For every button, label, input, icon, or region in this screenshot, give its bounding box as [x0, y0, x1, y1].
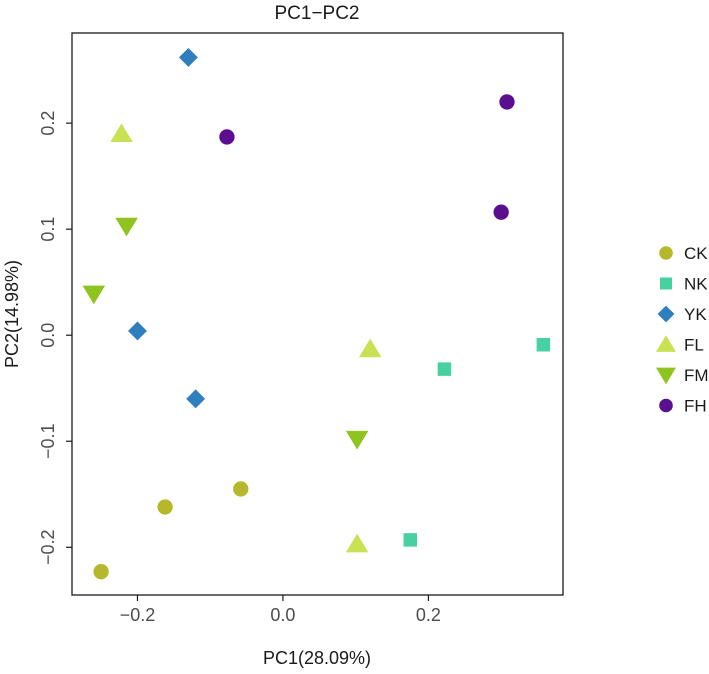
- data-point-nk: [536, 338, 551, 352]
- x-axis: −0.2 0.0 0.2: [120, 595, 441, 625]
- x-tick-label: 0.2: [416, 605, 441, 625]
- data-point-fl: [110, 123, 133, 143]
- data-point-ck: [157, 499, 173, 515]
- legend-label-yk: YK: [684, 305, 707, 324]
- legend-label-fm: FM: [684, 366, 709, 385]
- x-axis-label: PC1(28.09%): [263, 648, 371, 668]
- data-point-fh: [493, 204, 509, 220]
- legend-label-fl: FL: [684, 336, 704, 355]
- x-tick-label: −0.2: [120, 605, 156, 625]
- y-tick-label: −0.2: [38, 530, 58, 566]
- legend-key-nk: [660, 277, 672, 290]
- data-point-fl: [345, 533, 369, 553]
- y-tick-label: 0.0: [38, 323, 58, 348]
- legend-key-fl: [656, 335, 676, 352]
- data-point-fl: [358, 338, 382, 358]
- data-point-fh: [499, 94, 515, 110]
- plot-frame: [71, 32, 564, 596]
- legend-label-fh: FH: [684, 397, 707, 416]
- legend-key-ck: [659, 246, 673, 260]
- data-point-fm: [82, 285, 106, 305]
- data-point-fm: [115, 217, 138, 237]
- legend-key-fh: [659, 398, 673, 413]
- y-tick-label: 0.1: [38, 217, 58, 242]
- data-point-yk: [186, 389, 206, 409]
- x-tick-label: 0.0: [270, 605, 295, 625]
- legend-key-yk: [657, 305, 675, 323]
- data-point-ck: [93, 564, 109, 580]
- y-axis-label: PC2(14.98%): [2, 260, 22, 368]
- data-point-fh: [219, 129, 235, 145]
- data-point-ck: [233, 481, 249, 497]
- y-tick-label: −0.1: [38, 423, 58, 459]
- chart-title: PC1−PC2: [274, 3, 359, 24]
- legend-key-fm: [656, 367, 676, 385]
- data-point-nk: [437, 362, 452, 376]
- legend-label-nk: NK: [684, 275, 708, 294]
- data-point-fm: [345, 430, 369, 450]
- y-tick-label: 0.2: [38, 111, 58, 136]
- data-points: [82, 47, 551, 580]
- y-axis: −0.2 −0.1 0.0 0.1 0.2: [38, 111, 72, 565]
- legend: CK NK YK FL FM FH: [656, 244, 709, 416]
- data-point-nk: [403, 533, 417, 547]
- legend-label-ck: CK: [684, 244, 708, 263]
- data-point-yk: [178, 47, 198, 67]
- data-point-yk: [128, 321, 147, 341]
